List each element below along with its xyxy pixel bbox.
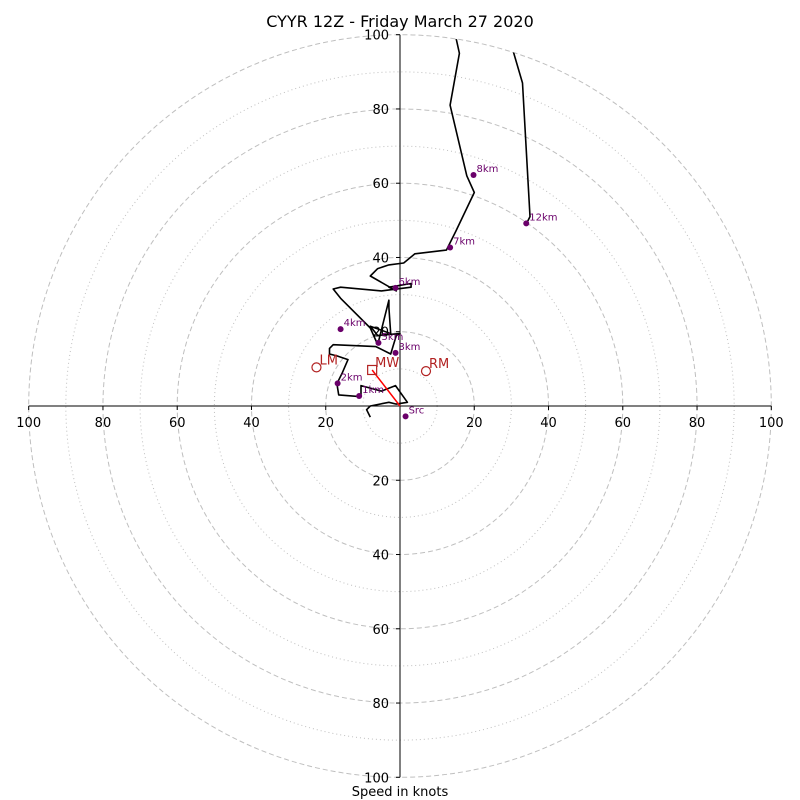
y-tick-label: 60 bbox=[372, 177, 389, 192]
storm-motion-marker bbox=[311, 362, 322, 373]
x-tick-label: 60 bbox=[169, 416, 186, 431]
x-tick-label: 60 bbox=[615, 416, 632, 431]
x-tick-label: 80 bbox=[689, 416, 706, 431]
y-tick-label: 80 bbox=[372, 697, 389, 712]
height-marker bbox=[375, 339, 382, 346]
height-marker bbox=[392, 349, 399, 356]
height-marker-label: 4km bbox=[344, 318, 366, 329]
storm-motion-arrow bbox=[371, 369, 401, 407]
height-marker bbox=[356, 392, 363, 399]
x-axis-label: Speed in knots bbox=[352, 785, 449, 800]
height-marker-label: 7km bbox=[453, 236, 475, 247]
chart-title: CYYR 12Z - Friday March 27 2020 bbox=[266, 12, 534, 31]
mean-wind-marker bbox=[367, 364, 378, 376]
height-marker bbox=[334, 380, 341, 387]
height-marker-label: 6km bbox=[399, 277, 421, 288]
storm-motion-marker bbox=[420, 365, 432, 377]
x-tick-label: 20 bbox=[317, 416, 334, 431]
y-tick-label: 100 bbox=[364, 29, 389, 44]
height-marker bbox=[447, 244, 454, 251]
tick-labels: 100 80 60 40 20 20 40 60 80 100204060801002040608… bbox=[16, 29, 783, 787]
x-tick-label: 40 bbox=[243, 416, 260, 431]
height-marker-label: 8km bbox=[477, 164, 499, 175]
height-marker-label: 1km bbox=[362, 385, 384, 396]
height-marker-label: 5km bbox=[381, 332, 403, 343]
height-marker-label: Src bbox=[409, 405, 425, 416]
x-tick-label: 20 bbox=[466, 416, 483, 431]
x-tick-label: 100 bbox=[16, 416, 41, 431]
y-tick-label: 80 bbox=[372, 103, 389, 118]
hodograph-line bbox=[328, 34, 476, 418]
height-marker bbox=[337, 326, 344, 333]
x-tick-label: 80 bbox=[95, 416, 112, 431]
height-marker-label: 2km bbox=[341, 372, 363, 383]
height-marker bbox=[402, 413, 409, 420]
y-tick-label: 40 bbox=[372, 251, 389, 266]
storm-motion-label: MW bbox=[375, 356, 399, 371]
y-tick-label: 60 bbox=[372, 623, 389, 638]
height-marker-label: 12km bbox=[529, 212, 557, 223]
y-tick-label: 100 bbox=[364, 771, 389, 786]
storm-motion-label: RM bbox=[429, 357, 449, 372]
height-marker bbox=[523, 220, 530, 227]
storm-motion-label: LM bbox=[319, 353, 337, 368]
height-marker bbox=[470, 172, 477, 179]
x-tick-label: 100 bbox=[759, 416, 784, 431]
height-marker bbox=[392, 284, 399, 291]
x-tick-label: 40 bbox=[540, 416, 557, 431]
y-tick-label: 20 bbox=[372, 474, 389, 489]
height-marker-label: 3km bbox=[399, 342, 421, 353]
y-tick-label: 40 bbox=[372, 549, 389, 564]
storm-motion-markers: LM MW RM bbox=[311, 353, 449, 377]
